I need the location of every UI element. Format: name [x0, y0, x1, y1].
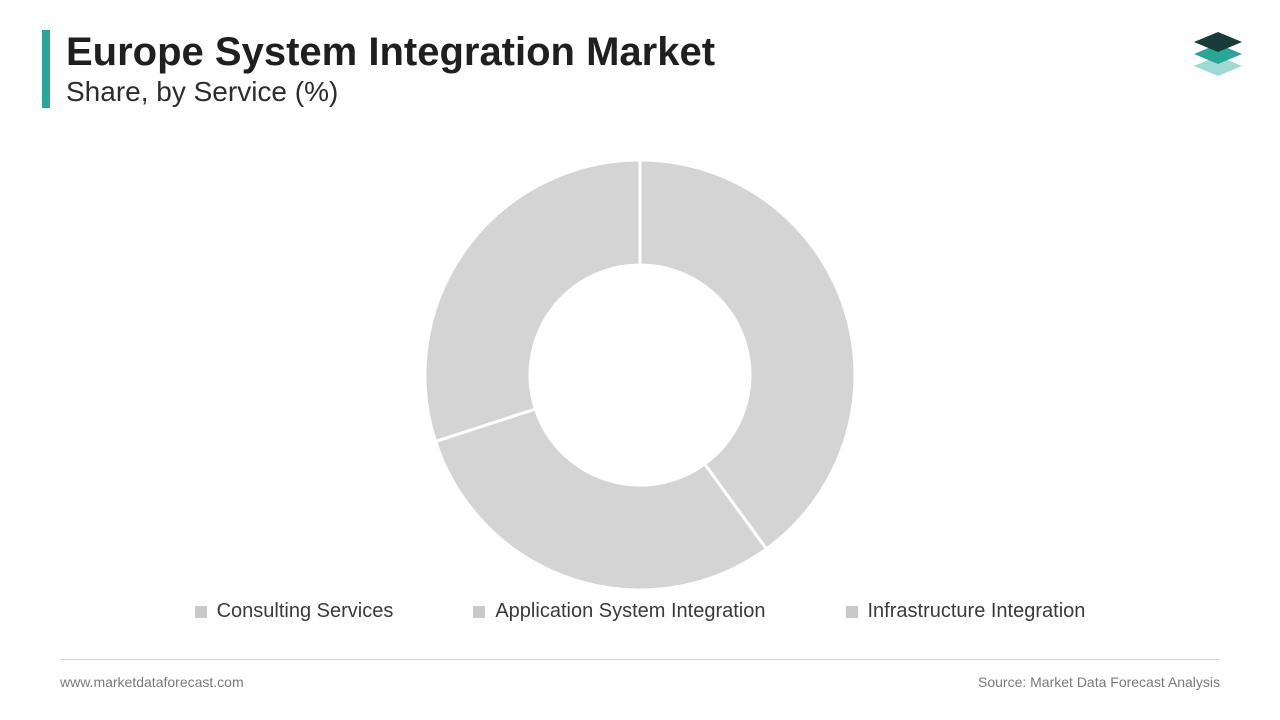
chart-legend: Consulting Services Application System In…: [0, 600, 1280, 623]
legend-label: Application System Integration: [495, 600, 765, 623]
logo-layers-icon: [1194, 32, 1242, 76]
legend-label: Consulting Services: [217, 600, 394, 623]
legend-item-2: Infrastructure Integration: [846, 600, 1086, 623]
legend-swatch-icon: [846, 606, 858, 618]
legend-swatch-icon: [195, 606, 207, 618]
legend-item-1: Application System Integration: [473, 600, 765, 623]
footer-source: Source: Market Data Forecast Analysis: [978, 674, 1220, 690]
legend-label: Infrastructure Integration: [868, 600, 1086, 623]
title-block: Europe System Integration Market Share, …: [66, 30, 715, 108]
page-subtitle: Share, by Service (%): [66, 76, 715, 108]
page-root: Europe System Integration Market Share, …: [0, 0, 1280, 720]
donut-slice-2: [425, 160, 640, 441]
footer: www.marketdataforecast.com Source: Marke…: [0, 674, 1280, 690]
header: Europe System Integration Market Share, …: [42, 30, 715, 108]
title-accent-bar: [42, 30, 50, 108]
donut-svg: [425, 160, 855, 590]
page-title: Europe System Integration Market: [66, 30, 715, 74]
legend-item-0: Consulting Services: [195, 600, 394, 623]
footer-website: www.marketdataforecast.com: [60, 674, 244, 690]
donut-chart: [0, 140, 1280, 610]
brand-logo-icon: [1186, 22, 1250, 91]
footer-divider: [60, 659, 1220, 660]
legend-swatch-icon: [473, 606, 485, 618]
donut-slice-1: [436, 409, 767, 590]
